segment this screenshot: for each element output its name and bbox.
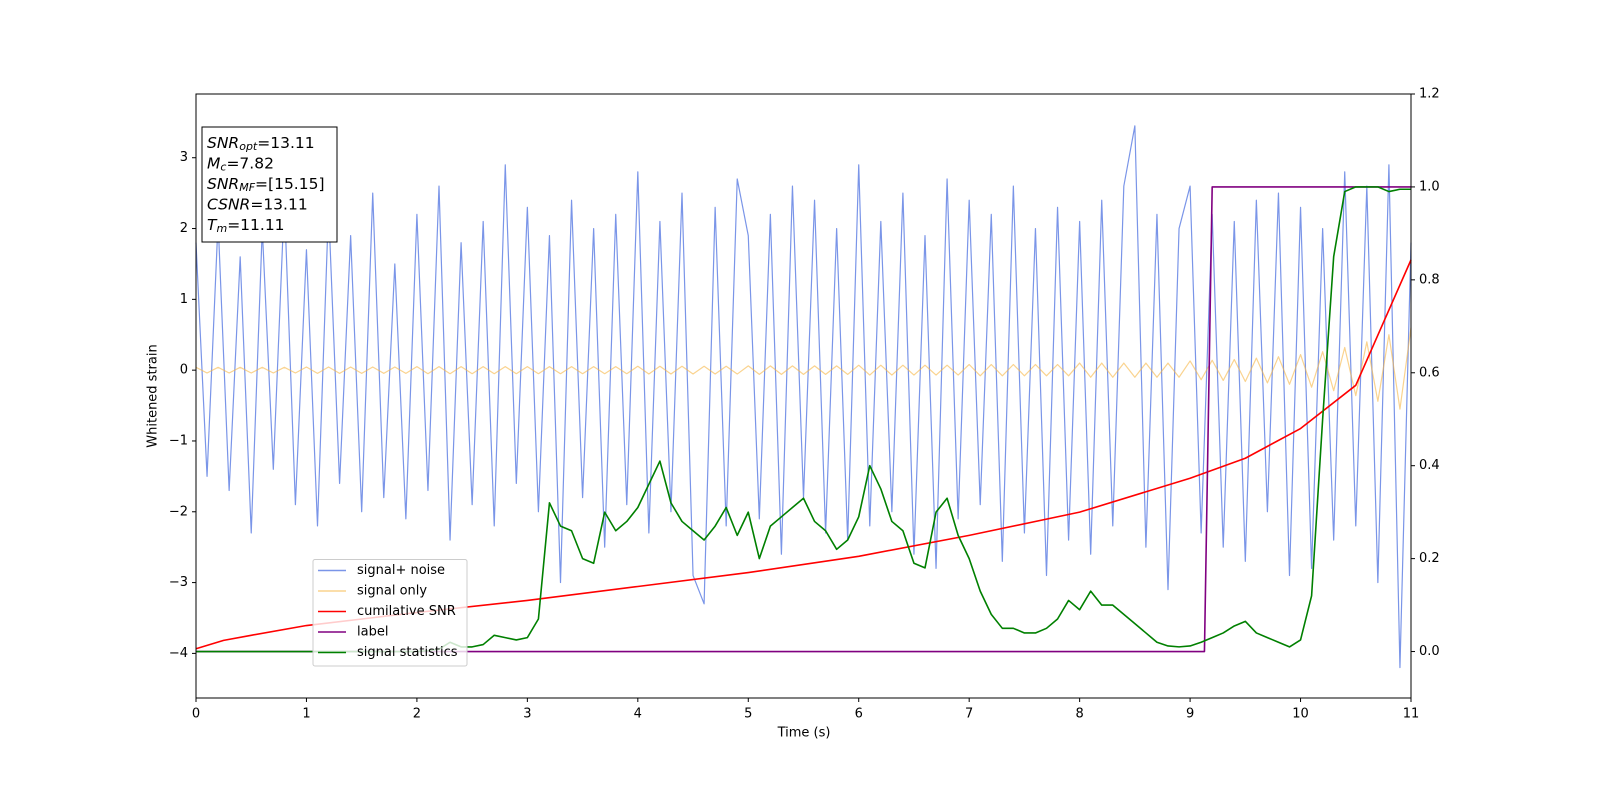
axes-frame <box>195 93 1412 699</box>
annotation-value: =[15.15] <box>255 175 324 193</box>
y-tick-label: 3 <box>180 150 188 165</box>
annotation-subscript: m <box>216 222 227 235</box>
plot-area <box>195 125 1412 669</box>
y2-tick-label: 0.0 <box>1419 644 1440 659</box>
annotation-box: SNRopt=13.11Mc=7.82SNRMF=[15.15]CSNR=13.… <box>201 126 338 243</box>
y-tick-label: −2 <box>169 504 188 519</box>
annotation-name: T <box>207 216 218 234</box>
annotation-value: =7.82 <box>226 154 274 172</box>
legend-label: label <box>357 625 388 640</box>
annotation-frame <box>201 126 338 243</box>
y2-tick-label: 0.6 <box>1419 365 1440 380</box>
x-tick-label: 11 <box>1403 707 1420 722</box>
x-tick-label: 10 <box>1292 707 1309 722</box>
annotation-subscript: c <box>220 161 226 174</box>
y-tick-label: 0 <box>180 363 188 378</box>
y2-tick-label: 0.2 <box>1419 551 1440 566</box>
y2-tick-label: 1.2 <box>1419 87 1440 102</box>
annotation-line: CSNR=13.11 <box>207 195 308 213</box>
annotation-value: =11.11 <box>227 216 284 234</box>
annotation-name: SNR <box>207 175 239 193</box>
y-tick-label: 2 <box>180 221 188 236</box>
annotation-subscript: MF <box>239 181 255 194</box>
annotation-subscript: opt <box>239 140 258 153</box>
y-tick-label: 1 <box>180 292 188 307</box>
legend: signal+ noise signal only cumilative SNR la… <box>312 559 468 667</box>
x-tick-label: 6 <box>855 707 863 722</box>
x-tick-label: 0 <box>192 707 200 722</box>
y-axis-label: Whitened strain <box>146 344 161 447</box>
x-tick-label: 5 <box>744 707 752 722</box>
legend-label: cumilative SNR <box>357 604 456 619</box>
annotation-name: M <box>207 154 220 172</box>
legend-label: signal only <box>357 584 427 599</box>
y-tick-label: −4 <box>169 646 188 661</box>
x-tick-label: 2 <box>413 707 421 722</box>
y2-tick-label: 0.8 <box>1419 272 1440 287</box>
annotation-line: Mc=7.82 <box>207 154 274 174</box>
y-tick-label: −3 <box>169 575 188 590</box>
legend-frame <box>312 559 468 667</box>
annotation-line: Tm=11.11 <box>207 216 285 236</box>
x-tick-label: 4 <box>634 707 642 722</box>
y-tick-label: −1 <box>169 433 188 448</box>
annotation-name: CSNR <box>207 195 250 213</box>
x-tick-label: 8 <box>1075 707 1083 722</box>
series-line <box>196 186 1411 653</box>
x-tick-label: 1 <box>302 707 310 722</box>
x-axis-label: Time (s) <box>777 726 831 741</box>
x-tick-label: 9 <box>1186 707 1194 722</box>
y2-tick-label: 1.0 <box>1419 179 1440 194</box>
annotation-value: =13.11 <box>257 134 314 152</box>
x-tick-label: 7 <box>965 707 973 722</box>
annotation-line: SNRopt=13.11 <box>207 134 315 154</box>
series-line <box>195 259 1412 650</box>
annotation-name: SNR <box>207 134 239 152</box>
y2-tick-label: 0.4 <box>1419 458 1440 473</box>
legend-label: signal+ noise <box>357 563 445 578</box>
annotation-value: =13.11 <box>250 195 307 213</box>
legend-label: signal statistics <box>357 645 458 660</box>
annotation-line: SNRMF=[15.15] <box>207 175 325 195</box>
x-tick-label: 3 <box>523 707 531 722</box>
